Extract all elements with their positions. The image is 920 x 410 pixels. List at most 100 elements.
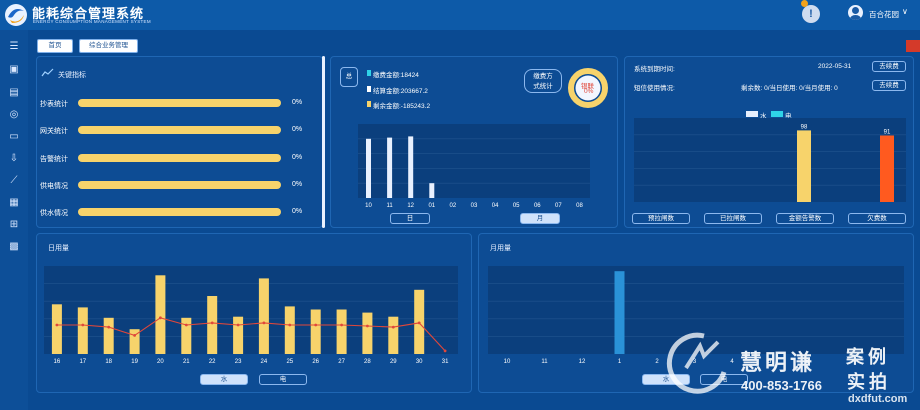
chart-bar [207, 296, 218, 354]
x-tick-label: 10 [365, 203, 372, 209]
chart-bar [880, 135, 894, 202]
donut-percent: 0% [584, 88, 594, 95]
legend-swatch [367, 101, 371, 107]
chart-bar [388, 316, 399, 354]
indicator-label: 抄表统计 [40, 101, 68, 108]
chart-point [133, 334, 136, 337]
tab-day[interactable]: 日 [390, 213, 430, 224]
indicator-label: 供电情况 [40, 183, 68, 190]
chart-bar [51, 304, 62, 354]
x-tick-label: 3 [693, 359, 697, 365]
watermark-logo-icon [666, 332, 727, 394]
x-tick-label: 1 [618, 359, 622, 365]
currency-icon[interactable]: ◎ [9, 109, 19, 120]
tab-business-management[interactable]: 综合业务管理 [79, 39, 138, 53]
monitor-icon[interactable]: ▭ [9, 131, 19, 142]
trend-line-icon [41, 68, 54, 77]
chart-bar [387, 137, 393, 198]
tab-home[interactable]: 首页 [37, 39, 73, 53]
chart-bar [181, 317, 192, 354]
x-tick-label: 19 [131, 359, 138, 365]
legend-water-label: 水 [760, 113, 767, 120]
indicators-title: 关键指标 [58, 72, 86, 79]
x-tick-label: 23 [235, 359, 242, 365]
avatar[interactable] [848, 5, 863, 20]
chart-point [159, 316, 162, 320]
trend-chart-icon[interactable]: ⟋ [10, 175, 18, 186]
x-tick-label: 4 [730, 359, 734, 365]
scrollbar[interactable] [322, 56, 325, 228]
document-icon[interactable]: ▦ [9, 197, 19, 208]
indicator-progress-bar [78, 181, 281, 189]
chart-bar [429, 183, 435, 198]
monthly-usage-title: 月用量 [490, 245, 511, 252]
grid-apps-icon[interactable]: ⊞ [9, 219, 19, 230]
daily-tab-water[interactable]: 水 [200, 374, 248, 385]
x-tick-label: 30 [416, 359, 423, 365]
indicator-percent: 0% [292, 126, 303, 133]
chevron-down-icon[interactable]: ∨ [902, 7, 908, 16]
cutoff-count-button[interactable]: 已拉闸数 [704, 213, 762, 224]
payment-method-stat-button[interactable]: 缴费方 式统计 [524, 69, 562, 93]
indicator-progress-bar [78, 154, 281, 162]
chart-bar [103, 317, 114, 354]
indicators-panel [36, 56, 323, 228]
x-tick-label: 03 [471, 203, 478, 209]
daily-tab-power[interactable]: 电 [259, 374, 307, 385]
pre-cutoff-count-button[interactable]: 预拉闸数 [632, 213, 690, 224]
close-button[interactable] [906, 40, 920, 52]
app-title: 能耗综合管理系统 [32, 6, 145, 21]
total-tag-button[interactable]: 总 [340, 67, 358, 87]
indicator-label: 告警统计 [40, 156, 68, 163]
legend-swatch [367, 86, 371, 92]
sms-renew-button[interactable]: 去续费 [872, 80, 906, 91]
amount-alarm-count-button[interactable]: 金额告警数 [776, 213, 834, 224]
indicator-progress-bar [78, 99, 281, 107]
x-tick-label: 21 [183, 359, 190, 365]
x-tick-label: 10 [504, 359, 511, 365]
indicator-percent: 0% [292, 99, 303, 106]
chart-point [314, 323, 318, 327]
legend-power-swatch [771, 111, 783, 117]
folder-icon[interactable]: ▤ [9, 87, 19, 98]
x-tick-label: 05 [513, 203, 520, 209]
app-logo-icon [5, 4, 27, 26]
x-tick-label: 2 [655, 359, 659, 365]
chart-point [107, 325, 111, 329]
image-icon[interactable]: ▣ [9, 64, 19, 75]
x-tick-label: 01 [428, 203, 435, 209]
chart-bar [310, 309, 321, 354]
x-tick-label: 08 [576, 203, 583, 209]
watermark-phone: 400-853-1766 [741, 378, 822, 393]
x-tick-label: 18 [105, 359, 112, 365]
chart-point [210, 321, 214, 325]
x-tick-label: 5 [768, 359, 772, 365]
x-tick-label: 12 [407, 203, 414, 209]
alert-icon[interactable]: ! [802, 5, 820, 23]
tab-month[interactable]: 月 [520, 213, 560, 224]
legend-power-label: 电 [785, 113, 792, 120]
arrears-count-button[interactable]: 欠费数 [848, 213, 906, 224]
gallery-icon[interactable]: ▩ [9, 241, 19, 252]
indicator-progress-bar [78, 126, 281, 134]
watermark-site: dxdfut.com [848, 393, 908, 405]
payment-donut-chart [568, 68, 608, 108]
chart-bar [284, 306, 295, 354]
chart-point [55, 323, 59, 327]
download-icon[interactable]: ⇩ [9, 153, 19, 164]
chart-bar [155, 275, 166, 354]
data-label: 91 [884, 130, 891, 136]
chart-point [81, 323, 85, 327]
x-tick-label: 27 [338, 359, 345, 365]
chart-bar [129, 329, 140, 354]
indicator-progress-bar [78, 208, 281, 216]
menu-icon[interactable]: ☰ [9, 41, 19, 52]
renew-button[interactable]: 去续费 [872, 61, 906, 72]
daily-usage-chart: 16 17 18 19 20 21 22 23 24 25 26 27 28 29 30 31 [44, 266, 458, 365]
chart-bar [366, 138, 371, 198]
x-tick-label: 31 [442, 359, 449, 365]
user-name[interactable]: 百合花园 [869, 10, 899, 19]
x-tick-label: 12 [579, 359, 586, 365]
monthly-tab-water[interactable]: 水 [642, 374, 690, 385]
chart-bar [258, 278, 269, 354]
